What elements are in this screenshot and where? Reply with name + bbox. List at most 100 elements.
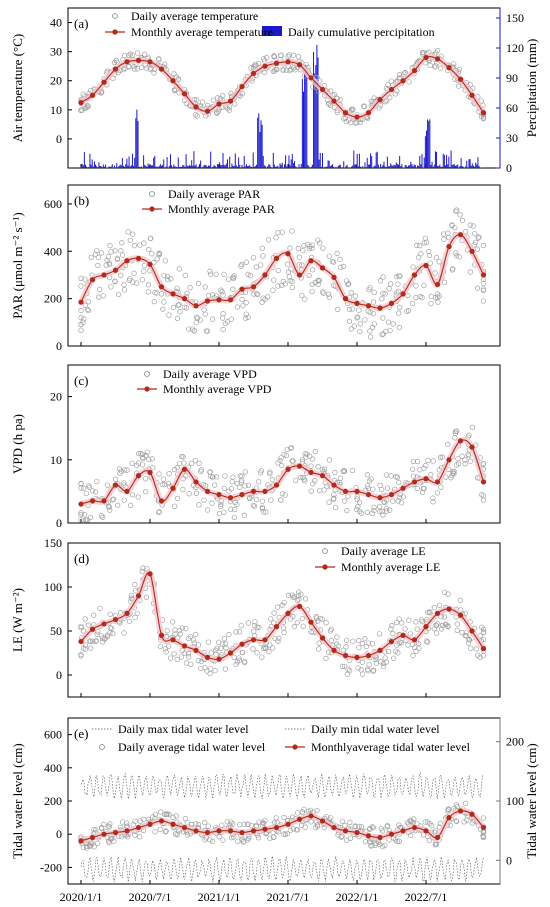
daily-point (413, 619, 419, 625)
daily-point (344, 507, 350, 514)
daily-point (267, 835, 273, 841)
daily-point (376, 631, 383, 637)
daily-point (459, 453, 465, 459)
daily-point (264, 55, 270, 61)
daily-point (207, 271, 214, 277)
daily-point (453, 818, 459, 824)
daily-point (359, 640, 366, 647)
daily-point (233, 661, 239, 668)
daily-point (455, 456, 461, 462)
daily-point (106, 840, 112, 846)
daily-point (263, 509, 269, 515)
daily-point (166, 312, 172, 318)
monthly-point (135, 57, 142, 63)
daily-point (296, 596, 302, 602)
daily-point (452, 225, 458, 231)
daily-point (358, 510, 364, 516)
daily-point (290, 614, 296, 620)
daily-point (121, 630, 127, 636)
daily-point (151, 298, 157, 305)
daily-point (186, 491, 192, 497)
daily-point (143, 489, 149, 495)
daily-point (176, 301, 182, 308)
daily-point (261, 69, 267, 75)
daily-point (174, 495, 181, 502)
daily-point (480, 636, 487, 643)
monthly-point (78, 501, 84, 507)
daily-point (216, 834, 222, 840)
daily-point (112, 278, 118, 284)
daily-point (152, 289, 158, 296)
legend-label: Daily average PAR (168, 187, 260, 201)
daily-point (345, 281, 351, 287)
daily-point (294, 597, 301, 604)
daily-point (194, 113, 200, 119)
panel-label: (e) (74, 726, 88, 741)
daily-point (107, 611, 113, 617)
daily-point (385, 319, 392, 325)
daily-point (422, 235, 428, 241)
daily-point (168, 276, 174, 282)
daily-point (221, 271, 227, 278)
daily-point (453, 250, 459, 256)
daily-point (262, 645, 268, 651)
daily-point (473, 646, 479, 652)
daily-point (205, 639, 212, 645)
daily-point (480, 287, 487, 294)
daily-point (267, 642, 273, 648)
daily-point (139, 277, 146, 283)
daily-point (256, 624, 262, 631)
legend-label: Daily cumulative percipitation (288, 25, 435, 39)
daily-point (238, 622, 244, 629)
daily-point (125, 229, 131, 235)
daily-point (286, 274, 292, 280)
daily-point (386, 286, 392, 292)
daily-point (260, 820, 267, 827)
daily-point (107, 625, 113, 631)
daily-point (410, 466, 416, 472)
monthly-point (457, 612, 464, 618)
y-tick-label: 10 (50, 453, 62, 467)
daily-point (144, 449, 151, 455)
daily-point (383, 328, 389, 335)
daily-point (225, 276, 232, 282)
y-tick-label: 0 (56, 668, 62, 682)
daily-point (219, 289, 225, 295)
daily-point (309, 281, 315, 288)
monthly-point (319, 473, 326, 479)
daily-point (78, 315, 84, 321)
daily-point (179, 647, 185, 654)
monthly-point (296, 603, 303, 609)
monthly-point (331, 98, 337, 104)
daily-point (346, 281, 352, 287)
monthly-point (285, 251, 291, 257)
monthly-point (181, 91, 188, 97)
daily-point (416, 254, 422, 261)
daily-point (78, 623, 84, 629)
daily-point (121, 287, 128, 293)
daily-point (367, 334, 374, 340)
daily-point (255, 291, 261, 298)
monthly-point (216, 101, 222, 107)
daily-point (212, 647, 219, 653)
y-tick-label: 20 (50, 74, 62, 88)
daily-point (142, 51, 148, 57)
daily-point (275, 267, 281, 274)
y2-tick-label: 120 (506, 41, 524, 55)
daily-point (347, 835, 354, 841)
daily-point (395, 281, 401, 287)
daily-point (468, 645, 474, 652)
daily-point (387, 327, 393, 334)
y-tick-label: 0 (56, 827, 62, 841)
daily-point (454, 818, 460, 825)
daily-point (426, 837, 432, 844)
daily-point (388, 626, 394, 632)
daily-point (267, 469, 273, 475)
monthly-point (78, 638, 84, 645)
monthly-point (446, 243, 452, 250)
daily-point (316, 646, 322, 652)
daily-point (190, 637, 197, 643)
legend-circle-marker (149, 191, 155, 197)
monthly-point (354, 829, 360, 836)
monthly-point (365, 653, 372, 659)
